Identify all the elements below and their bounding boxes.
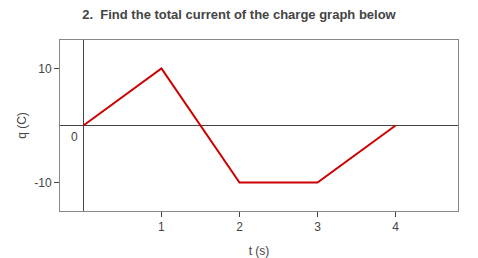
svg-text:2. Find the total current of: 2. Find the total current of the charge … bbox=[82, 7, 396, 22]
svg-text:1: 1 bbox=[158, 220, 165, 234]
svg-text:t (s): t (s) bbox=[249, 244, 270, 258]
svg-text:4: 4 bbox=[392, 220, 399, 234]
svg-text:3: 3 bbox=[314, 220, 321, 234]
svg-text:-10: -10 bbox=[34, 176, 52, 190]
svg-text:2: 2 bbox=[236, 220, 243, 234]
svg-text:0: 0 bbox=[71, 130, 78, 144]
svg-text:q (C): q (C) bbox=[15, 112, 29, 139]
svg-text:10: 10 bbox=[38, 62, 52, 76]
